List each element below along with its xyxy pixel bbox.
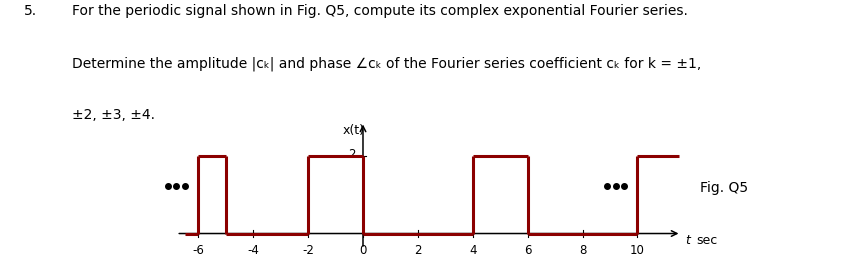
Text: -4: -4 [248, 244, 259, 256]
Text: 2: 2 [414, 244, 421, 256]
Text: 4: 4 [469, 244, 477, 256]
Text: Fig. Q5: Fig. Q5 [700, 181, 748, 195]
Text: ±2, ±3, ±4.: ±2, ±3, ±4. [72, 108, 155, 122]
Text: 6: 6 [524, 244, 532, 256]
Text: -6: -6 [192, 244, 204, 256]
Text: x(t): x(t) [343, 124, 365, 136]
Text: 0: 0 [360, 244, 366, 256]
Text: Determine the amplitude |cₖ| and phase ∠cₖ of the Fourier series coefficient cₖ : Determine the amplitude |cₖ| and phase ∠… [72, 56, 701, 71]
Text: 5.: 5. [24, 4, 36, 18]
Text: 2: 2 [348, 148, 355, 161]
Text: -2: -2 [302, 244, 314, 256]
Text: 10: 10 [630, 244, 645, 256]
Text: 8: 8 [579, 244, 586, 256]
Text: For the periodic signal shown in Fig. Q5, compute its complex exponential Fourie: For the periodic signal shown in Fig. Q5… [72, 4, 688, 18]
Text: t: t [685, 234, 690, 247]
Text: sec: sec [696, 234, 717, 247]
